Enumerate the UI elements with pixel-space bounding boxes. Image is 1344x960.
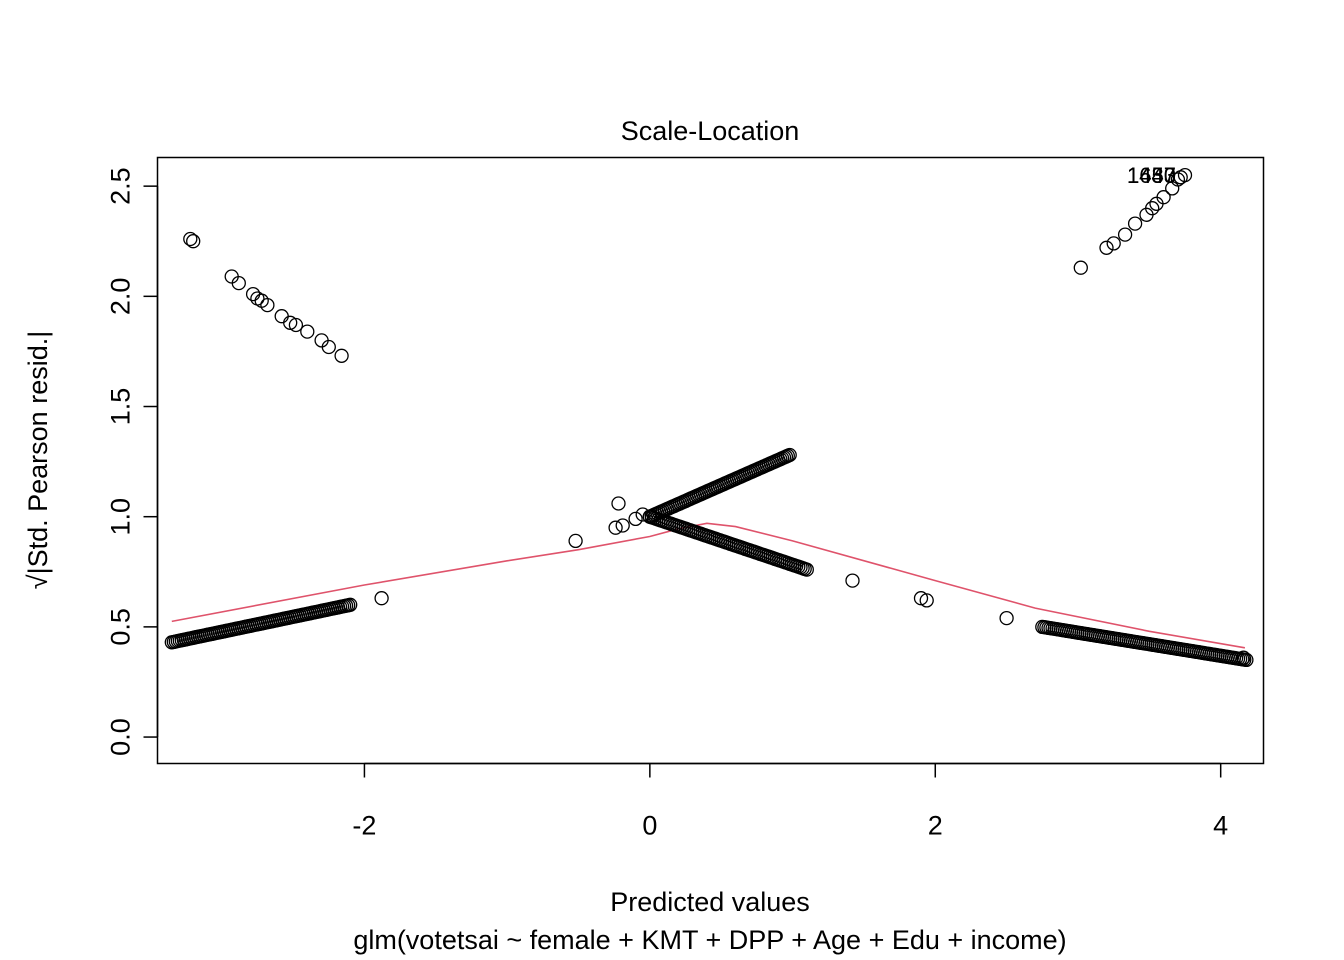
data-point	[568, 533, 583, 549]
data-point	[919, 593, 934, 608]
data-points	[164, 167, 1254, 668]
data-point	[300, 324, 315, 339]
data-point	[799, 562, 814, 577]
data-point	[1156, 190, 1171, 205]
y-tick-label: 0.0	[106, 718, 136, 756]
data-point	[334, 348, 349, 363]
x-axis-label: Predicted values	[610, 887, 810, 917]
y-tick-label: 0.5	[106, 608, 136, 646]
data-point	[999, 610, 1014, 626]
y-tick-label: 1.0	[106, 498, 136, 536]
y-axis: 0.0 0.5 1.0 1.5 2.0 2.5	[106, 167, 159, 756]
data-point	[1177, 167, 1193, 183]
data-point	[1236, 650, 1251, 665]
data-point	[608, 520, 623, 535]
data-point	[1145, 201, 1160, 216]
x-tick-label: 2	[928, 811, 943, 841]
model-formula-subtitle: glm(votetsai ~ female + KMT + DPP + Age …	[353, 925, 1066, 955]
point-label: 1443	[1127, 163, 1176, 188]
chart-title: Scale-Location	[621, 116, 800, 146]
x-tick-label: -2	[352, 811, 376, 841]
y-axis-label-text: |Std. Pearson resid.|	[23, 331, 53, 575]
data-point	[615, 518, 630, 533]
data-point	[1239, 652, 1254, 668]
y-tick-label: 2.5	[106, 167, 136, 205]
smoother-line	[171, 522, 1246, 649]
data-point	[183, 231, 198, 247]
y-tick-label: 2.0	[106, 278, 136, 316]
data-point	[1170, 172, 1186, 187]
x-axis: -2 0 2 4	[352, 762, 1228, 841]
data-point	[321, 339, 336, 355]
x-tick-label: 0	[642, 811, 657, 841]
data-point	[343, 597, 358, 612]
data-point	[611, 496, 626, 511]
point-label: 1437	[1127, 163, 1176, 188]
data-point	[782, 447, 797, 463]
data-point	[1117, 227, 1133, 242]
y-tick-label: 1.5	[106, 388, 136, 426]
data-point	[1073, 260, 1088, 275]
x-tick-label: 4	[1213, 811, 1228, 841]
data-point	[186, 234, 201, 249]
data-point	[845, 573, 860, 588]
data-point	[231, 275, 246, 291]
data-point	[254, 293, 269, 308]
plot-frame	[156, 156, 1265, 765]
data-point	[288, 317, 304, 333]
data-point	[635, 507, 650, 522]
data-point	[374, 591, 389, 606]
data-point	[1106, 236, 1121, 251]
y-axis-label: √|Std. Pearson resid.|	[23, 331, 53, 589]
data-point	[274, 309, 289, 324]
data-point	[1099, 240, 1114, 255]
y-axis-label-radical: √	[23, 574, 53, 589]
data-point	[260, 297, 275, 313]
point-label: 1650	[1127, 163, 1176, 188]
data-point	[1127, 216, 1143, 231]
data-point	[628, 511, 643, 527]
